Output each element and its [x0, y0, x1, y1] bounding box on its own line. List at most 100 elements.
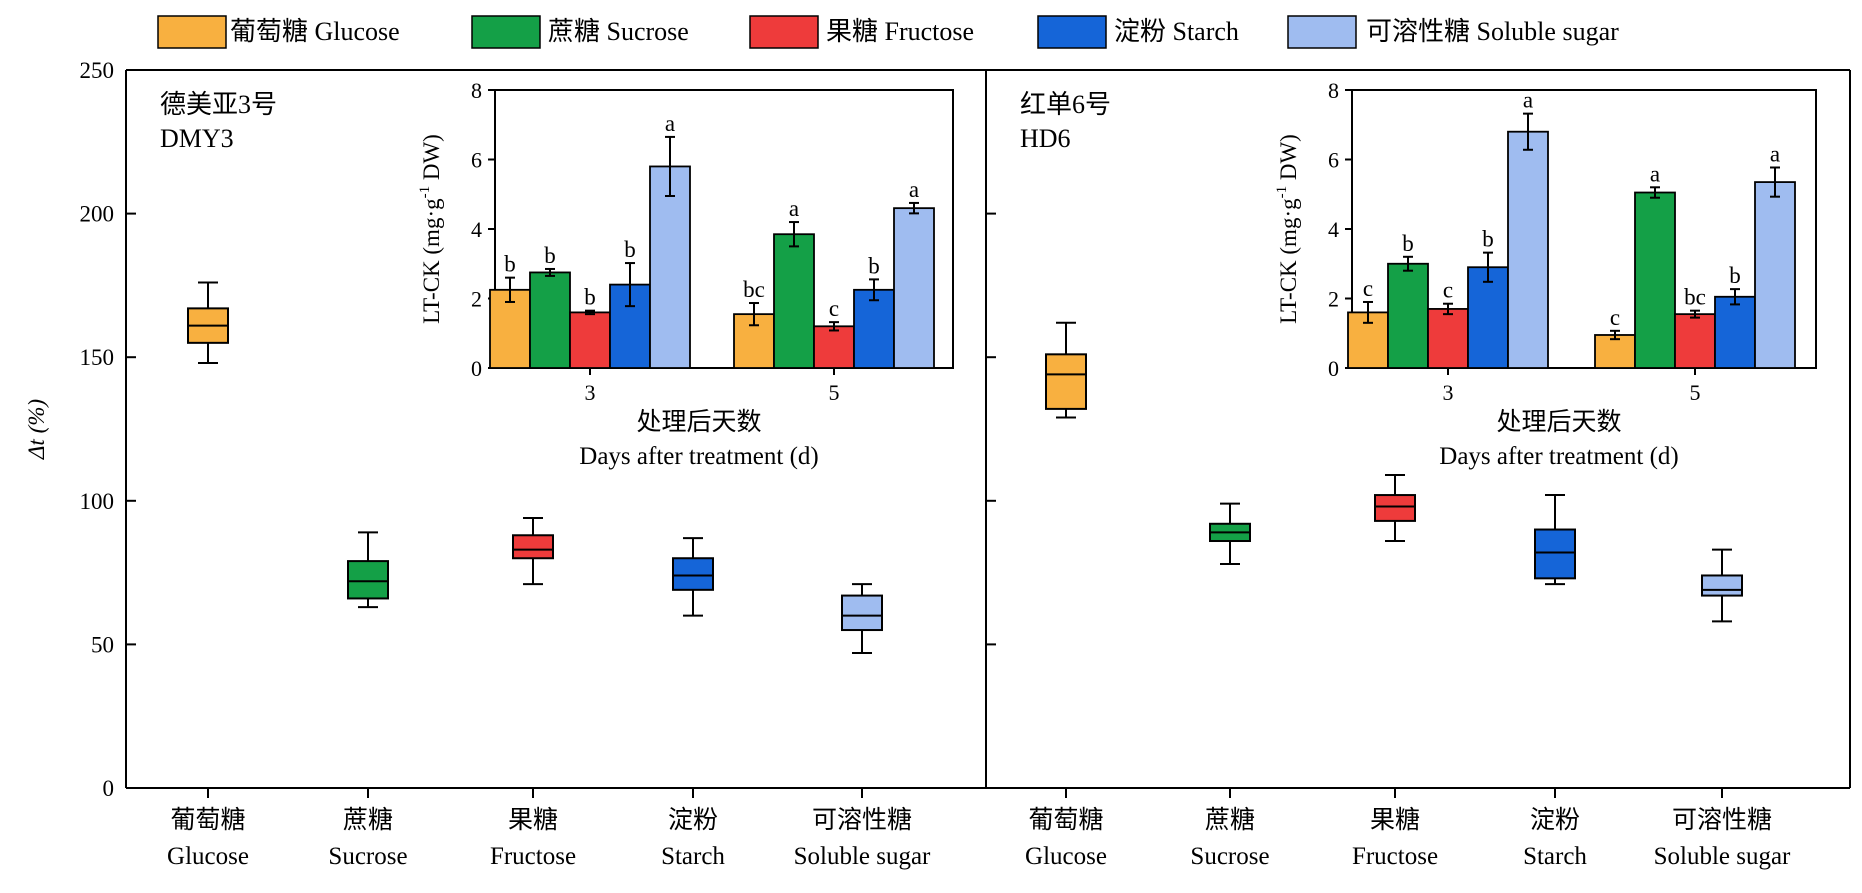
inset-y-tick-label: 2: [1328, 287, 1339, 312]
inset-significance-letter: c: [1443, 278, 1453, 303]
inset-x-axis-label-zh: 处理后天数: [1496, 408, 1621, 436]
boxplot-fructose: [512, 517, 554, 586]
inset-bar-sucrose: [1387, 262, 1429, 369]
x-category-label-zh: 果糖: [508, 806, 558, 834]
x-category-label-en: Glucose: [1025, 843, 1107, 870]
inset-y-tick-label: 8: [1328, 78, 1339, 103]
x-category-label-en: Glucose: [167, 843, 249, 870]
x-category-label-zh: 淀粉: [668, 806, 718, 834]
inset-x-axis-label-en: Days after treatment (d): [1439, 443, 1678, 470]
inset-y-tick-label: 6: [1328, 148, 1339, 173]
boxplot-starch: [1534, 494, 1576, 586]
boxplot-glucose: [1045, 321, 1087, 419]
inset-bar-starch: [1714, 295, 1756, 369]
inset-significance-letter: b: [1482, 227, 1494, 252]
x-category-label-zh: 可溶性糖: [1672, 806, 1772, 834]
x-category-label-en: Fructose: [490, 843, 576, 870]
box-iqr: [347, 560, 389, 600]
inset-x-tick-label: 5: [1690, 380, 1701, 405]
x-category-label-zh: 葡萄糖: [170, 806, 245, 834]
box-iqr: [841, 594, 883, 632]
cultivar-name-zh: 红单6号: [1020, 90, 1111, 119]
x-category-label-en: Sucrose: [1190, 843, 1269, 870]
box-iqr: [672, 557, 714, 591]
box-iqr: [512, 534, 554, 560]
inset-significance-letter: c: [1363, 276, 1373, 301]
x-category-label-zh: 果糖: [1370, 806, 1420, 834]
inset-bar-soluble: [893, 207, 935, 369]
y-tick-label: 200: [80, 202, 115, 227]
x-category-label-zh: 可溶性糖: [812, 806, 912, 834]
y-tick-label: 50: [91, 632, 114, 657]
inset-significance-letter: b: [868, 253, 880, 278]
box-iqr: [1374, 494, 1416, 522]
inset-y-tick-label: 4: [471, 217, 482, 242]
inset-significance-letter: a: [1650, 161, 1660, 186]
inset-x-axis-label-zh: 处理后天数: [636, 408, 761, 436]
inset-bar-sucrose: [529, 271, 571, 369]
legend-swatch-starch: [1037, 15, 1107, 49]
inset-significance-letter: b: [1729, 263, 1741, 288]
legend-swatch-fructose: [749, 15, 819, 49]
x-category-label-zh: 淀粉: [1530, 806, 1580, 834]
inset-bar-soluble: [649, 165, 691, 369]
y-tick-label: 0: [103, 776, 115, 801]
inset-y-tick-label: 2: [471, 287, 482, 312]
boxplot-soluble: [841, 583, 883, 655]
inset-significance-letter: b: [624, 237, 636, 262]
inset-significance-letter: bc: [743, 277, 765, 302]
inset-bar-sucrose: [773, 233, 815, 369]
box-iqr: [1534, 528, 1576, 580]
inset-y-tick-label: 0: [1328, 356, 1339, 381]
legend-label-starch: 淀粉 Starch: [1114, 17, 1239, 46]
inset-bar-fructose: [1674, 313, 1716, 369]
inset-bar-fructose: [569, 311, 611, 369]
panels: 德美亚3号 DMY3 葡萄糖 Glucose 蔗糖 Sucrose 果糖 Fructose 淀粉…: [160, 78, 1817, 870]
inset-y-label-main: LT-CK (mg·g: [419, 198, 444, 324]
inset-y-label-tail: DW): [1276, 134, 1301, 186]
inset-bar-fructose: [813, 325, 855, 369]
inset-y-tick-label: 0: [471, 356, 482, 381]
legend-label-fructose: 果糖 Fructose: [826, 17, 974, 46]
x-category-label-en: Starch: [661, 843, 725, 870]
inset-x-tick-label: 3: [1443, 380, 1454, 405]
inset-x-tick-label: 3: [585, 380, 596, 405]
legend-swatch-soluble: [1287, 15, 1357, 49]
inset-significance-letter: a: [1770, 141, 1780, 166]
x-category-label-en: Soluble sugar: [794, 843, 931, 870]
inset-x-tick-label: 5: [829, 380, 840, 405]
box-iqr: [1701, 574, 1743, 597]
boxplot-sucrose: [1209, 502, 1251, 565]
legend-label-glucose: 葡萄糖 Glucose: [230, 17, 400, 46]
x-category-label-en: Sucrose: [328, 843, 407, 870]
inset-bar-soluble: [1754, 181, 1796, 369]
boxplot-sucrose: [347, 531, 389, 609]
inset-y-tick-label: 4: [1328, 217, 1339, 242]
box-iqr: [1045, 353, 1087, 410]
legend-label-soluble: 可溶性糖 Soluble sugar: [1366, 17, 1619, 46]
legend-swatch-glucose: [157, 15, 227, 49]
inset-y-axis-label: LT-CK (mg·g-1 DW): [1274, 134, 1301, 324]
inset-y-tick-label: 6: [471, 148, 482, 173]
x-category-label-zh: 蔗糖: [343, 806, 393, 834]
cultivar-name-en: DMY3: [160, 124, 234, 153]
inset-bar-sucrose: [1634, 191, 1676, 369]
boxplot-soluble: [1701, 548, 1743, 623]
inset-significance-letter: bc: [1684, 285, 1706, 310]
boxplot-fructose: [1374, 473, 1416, 543]
inset-y-axis-label: LT-CK (mg·g-1 DW): [417, 134, 444, 324]
legend-swatch-sucrose: [471, 15, 541, 49]
x-category-label-zh: 蔗糖: [1205, 806, 1255, 834]
inset-significance-letter: b: [544, 243, 556, 268]
inset-bar-soluble: [1507, 130, 1549, 369]
legend: 葡萄糖 Glucose 蔗糖 Sucrose 果糖 Fructose 淀粉 Starc…: [157, 15, 1619, 49]
y-tick-label: 100: [80, 489, 115, 514]
inset-significance-letter: b: [584, 285, 596, 310]
inset-significance-letter: a: [1523, 88, 1533, 113]
boxplot-starch: [672, 537, 714, 617]
y-tick-label: 250: [80, 58, 115, 83]
inset-y-label-tail: DW): [419, 134, 444, 186]
